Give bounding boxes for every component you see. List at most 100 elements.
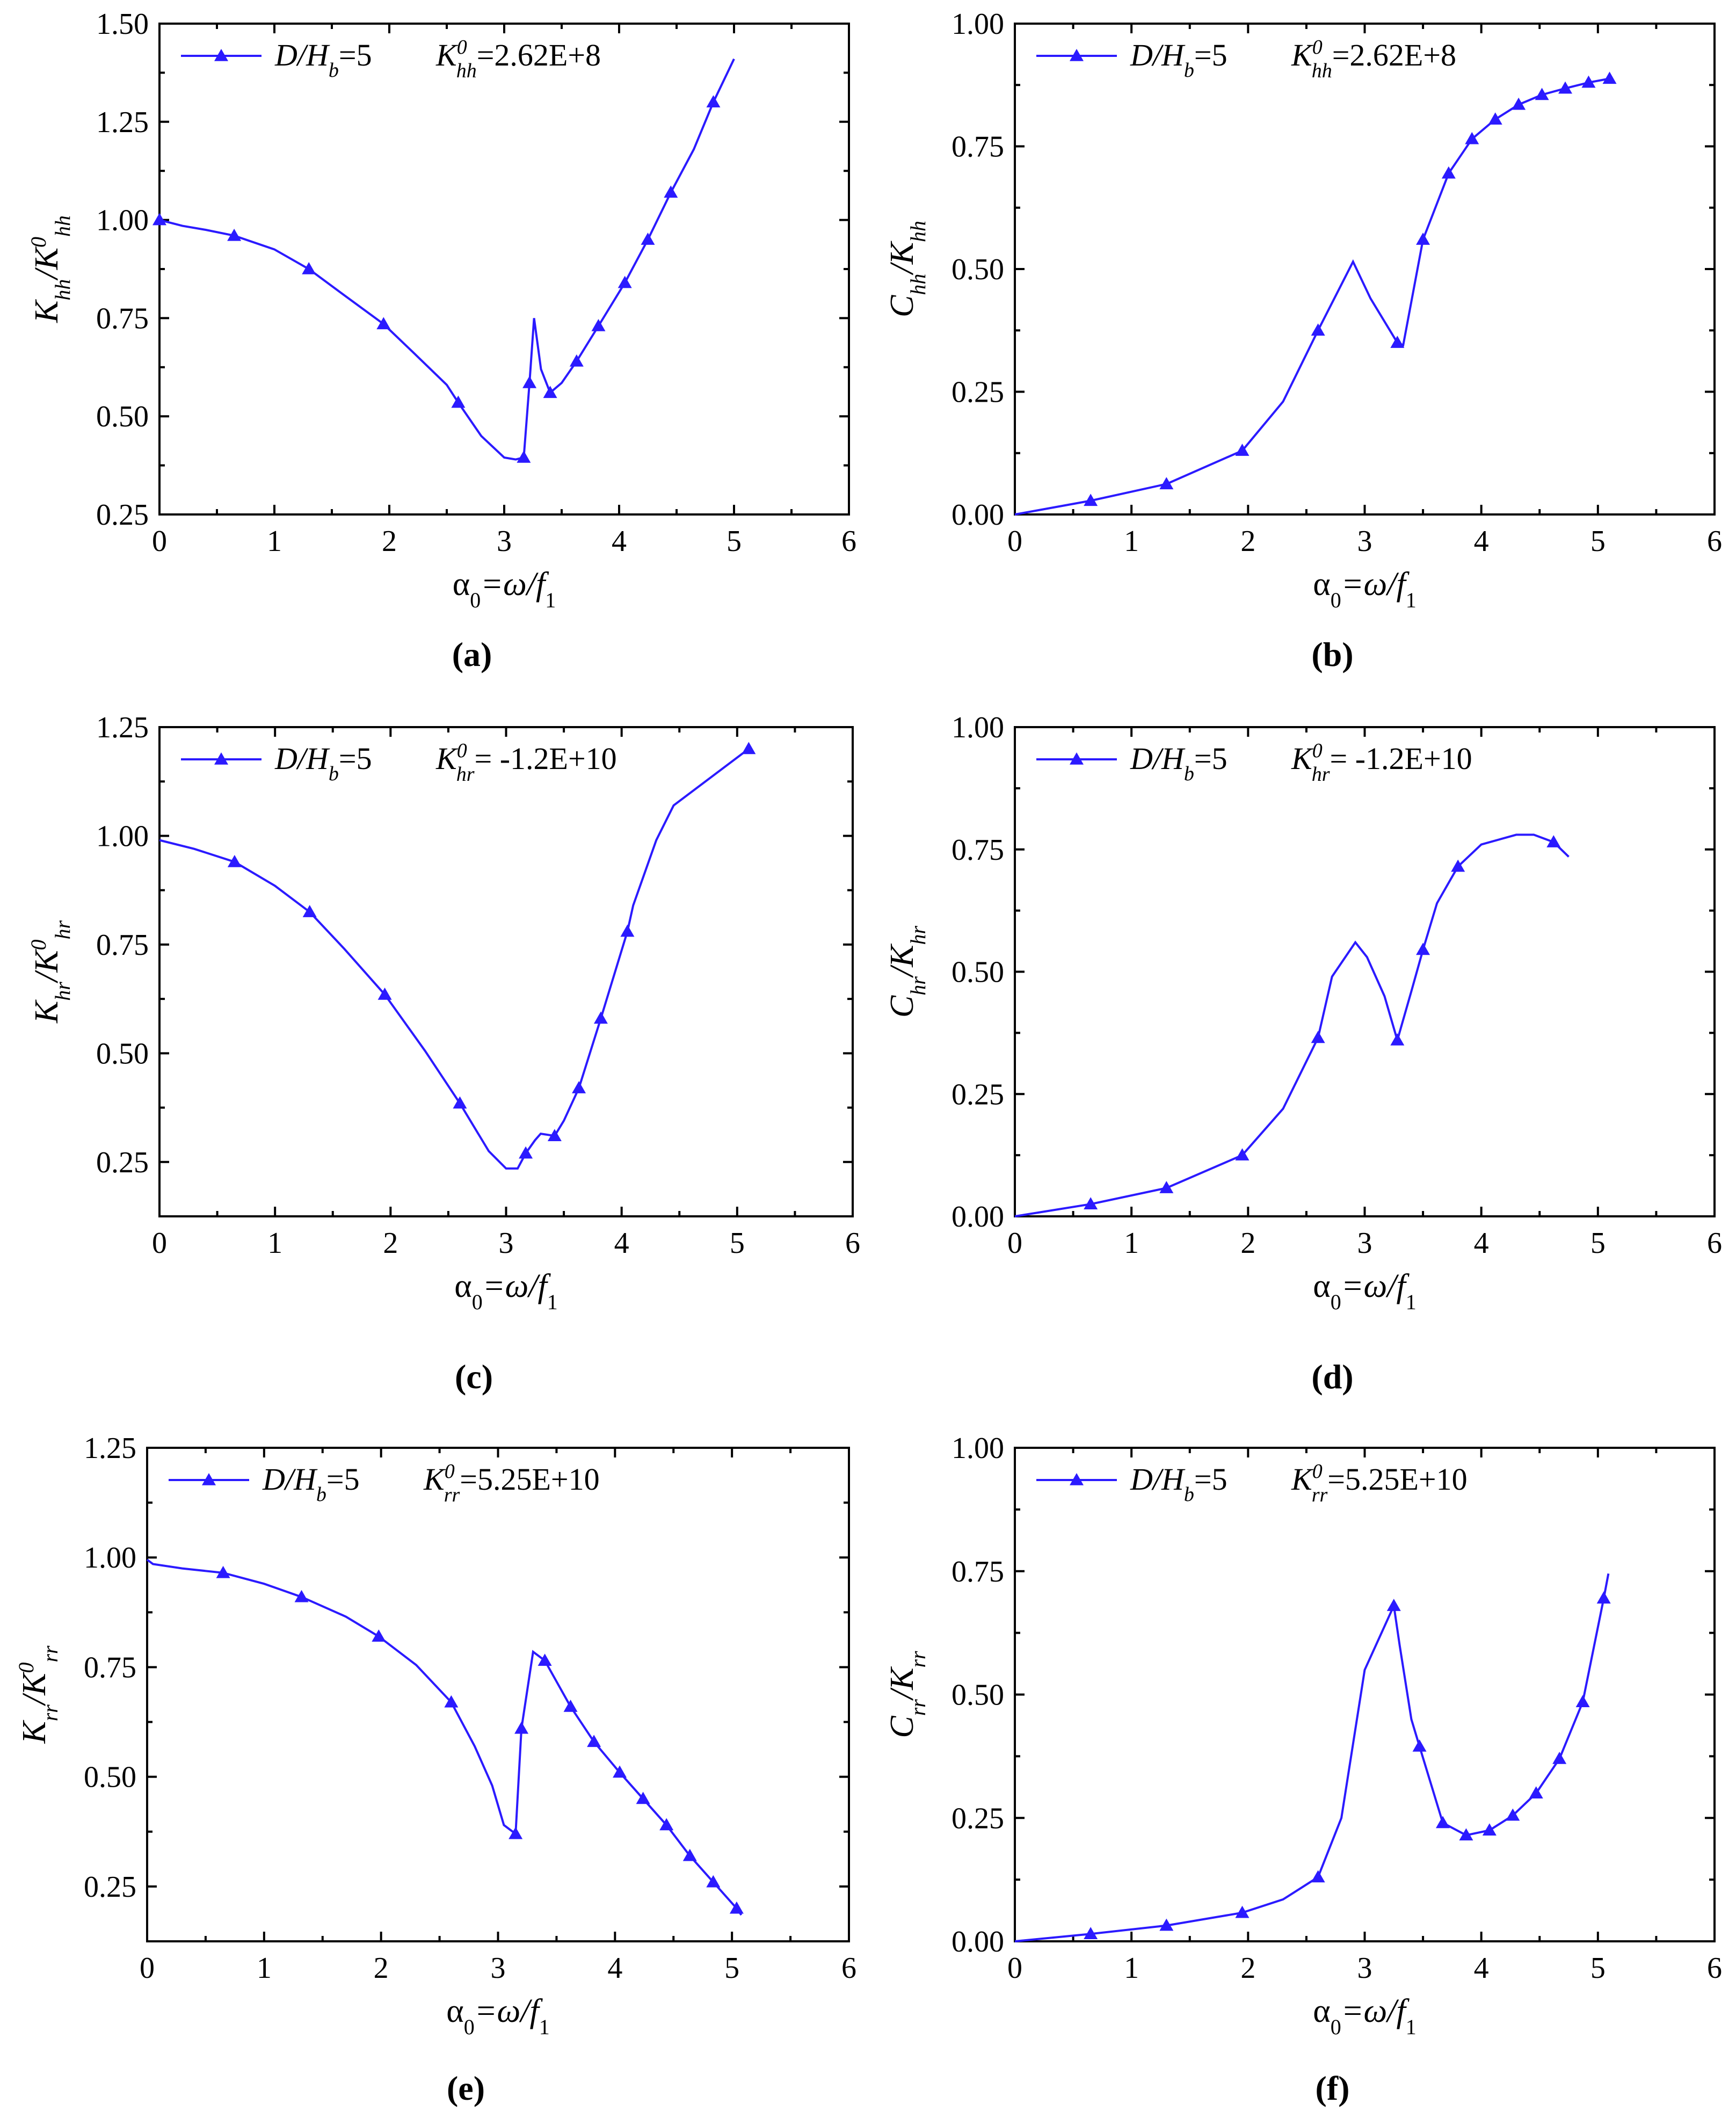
y-tick-label: 1.00	[951, 8, 1004, 41]
data-point	[1235, 444, 1250, 456]
y-tick-label: 0.25	[84, 1870, 136, 1904]
legend-marker	[1070, 49, 1084, 61]
data-point	[587, 1735, 601, 1747]
plot-frame	[158, 23, 850, 516]
data-point	[543, 386, 557, 398]
data-point	[742, 742, 756, 755]
legend-marker	[214, 49, 228, 61]
panel-caption: (e)	[447, 2069, 485, 2107]
data-point	[1602, 71, 1617, 84]
y-tick-label: 0.75	[96, 302, 149, 335]
legend-marker	[1070, 752, 1084, 765]
y-tick-label: 1.00	[96, 204, 149, 237]
x-tick-label: 0	[1007, 525, 1022, 558]
y-tick-label: 0.00	[951, 498, 1004, 532]
data-point	[591, 319, 606, 331]
data-point	[1084, 1927, 1098, 1939]
chart-panel-c: 0 1 2 3 4 5 6 0.25 0.50 0.75 1.00 1.25 α0=ω/f1 Khr/K0…	[26, 711, 861, 1396]
legend-constant: K0 hh=2.62E+8	[1291, 36, 1456, 82]
x-axis-title: α0=ω/f1	[454, 1268, 558, 1314]
x-tick-label: 6	[1707, 1227, 1722, 1260]
data-point	[453, 1096, 467, 1109]
x-tick-label: 0	[152, 1227, 167, 1260]
data-point	[1311, 1870, 1325, 1883]
legend-label: D/Hb=5	[274, 38, 372, 82]
x-tick-label: 0	[152, 525, 167, 558]
y-axis-title: Chh/Khh	[884, 221, 930, 317]
x-tick-label: 5	[730, 1227, 745, 1260]
data-point	[302, 905, 317, 917]
legend-label: D/Hb=5	[274, 741, 372, 785]
data-point	[572, 1081, 586, 1093]
x-axis-title: α0=ω/f1	[446, 1993, 550, 2039]
data-point	[294, 1590, 309, 1602]
y-tick-label: 1.00	[951, 711, 1004, 744]
x-tick-label: 5	[1590, 525, 1606, 558]
x-tick-label: 4	[1474, 1227, 1489, 1260]
y-tick-label: 1.25	[84, 1432, 136, 1465]
y-tick-label: 0.50	[951, 253, 1004, 286]
data-point	[664, 185, 678, 198]
y-tick-label: 1.25	[96, 711, 149, 744]
data-point	[1558, 81, 1573, 94]
x-axis-title: α0=ω/f1	[1313, 1268, 1417, 1314]
x-tick-label: 4	[1474, 525, 1489, 558]
legend-label: D/Hb=5	[262, 1462, 360, 1506]
data-point	[444, 1695, 459, 1708]
y-tick-label: 0.50	[84, 1761, 136, 1794]
data-point	[1235, 1905, 1250, 1918]
x-tick-label: 6	[841, 525, 856, 558]
legend-label: D/Hb=5	[1130, 1462, 1227, 1506]
x-tick-label: 0	[1007, 1952, 1022, 1985]
data-point	[729, 1901, 744, 1914]
x-tick-label: 3	[491, 1952, 506, 1985]
x-tick-label: 1	[1124, 525, 1139, 558]
panel-caption: (a)	[452, 635, 492, 673]
legend-marker	[1070, 1473, 1084, 1485]
data-point	[1386, 1599, 1401, 1611]
data-point	[1159, 1918, 1174, 1931]
data-point	[1459, 1828, 1473, 1841]
data-point	[377, 988, 392, 1000]
legend-constant: K0 hh=2.62E+8	[435, 36, 601, 82]
data-point	[227, 228, 242, 241]
x-tick-label: 5	[727, 525, 742, 558]
legend-constant: K0 hr= -1.2E+10	[1291, 739, 1472, 786]
x-axis-title: α0=ω/f1	[1313, 1993, 1417, 2039]
data-point	[1159, 477, 1174, 490]
data-point	[376, 317, 391, 330]
y-axis-title: Khh/K0hh	[26, 215, 75, 323]
legend-constant: K0 hr= -1.2E+10	[435, 739, 617, 786]
data-point	[514, 1721, 529, 1734]
legend-marker	[202, 1473, 216, 1485]
y-tick-label: 0.75	[951, 1555, 1004, 1589]
x-axis-title: α0=ω/f1	[1313, 566, 1417, 612]
data-point	[1416, 233, 1430, 245]
series-line	[159, 58, 735, 461]
data-point	[451, 395, 466, 408]
x-tick-label: 1	[267, 1227, 282, 1260]
x-tick-label: 6	[1707, 1952, 1722, 1985]
data-point	[509, 1826, 523, 1839]
data-point	[1512, 97, 1526, 110]
data-point	[1596, 1591, 1611, 1604]
y-tick-label: 0.50	[96, 400, 149, 433]
data-point	[216, 1565, 230, 1578]
data-point	[1390, 1033, 1405, 1046]
plot-frame	[1014, 726, 1716, 1217]
chart-panel-b: 0 1 2 3 4 5 6 0.00 0.25 0.50 0.75 1.00 α0=ω/f1 Chh/Kh…	[884, 8, 1722, 673]
x-tick-label: 3	[1357, 1227, 1372, 1260]
data-point	[1546, 835, 1561, 847]
data-point	[1412, 1739, 1427, 1752]
y-axis-title: Khr/K0hr	[26, 920, 75, 1024]
x-tick-label: 4	[612, 525, 627, 558]
y-tick-label: 0.25	[951, 1802, 1004, 1835]
data-point	[1465, 132, 1479, 144]
data-point	[641, 233, 655, 245]
y-tick-label: 0.25	[951, 1078, 1004, 1111]
data-point	[1506, 1808, 1520, 1821]
y-axis-title: Krr/K0rr	[14, 1645, 62, 1744]
legend-constant: K0 rr=5.25E+10	[423, 1460, 600, 1506]
data-point	[613, 1765, 627, 1778]
